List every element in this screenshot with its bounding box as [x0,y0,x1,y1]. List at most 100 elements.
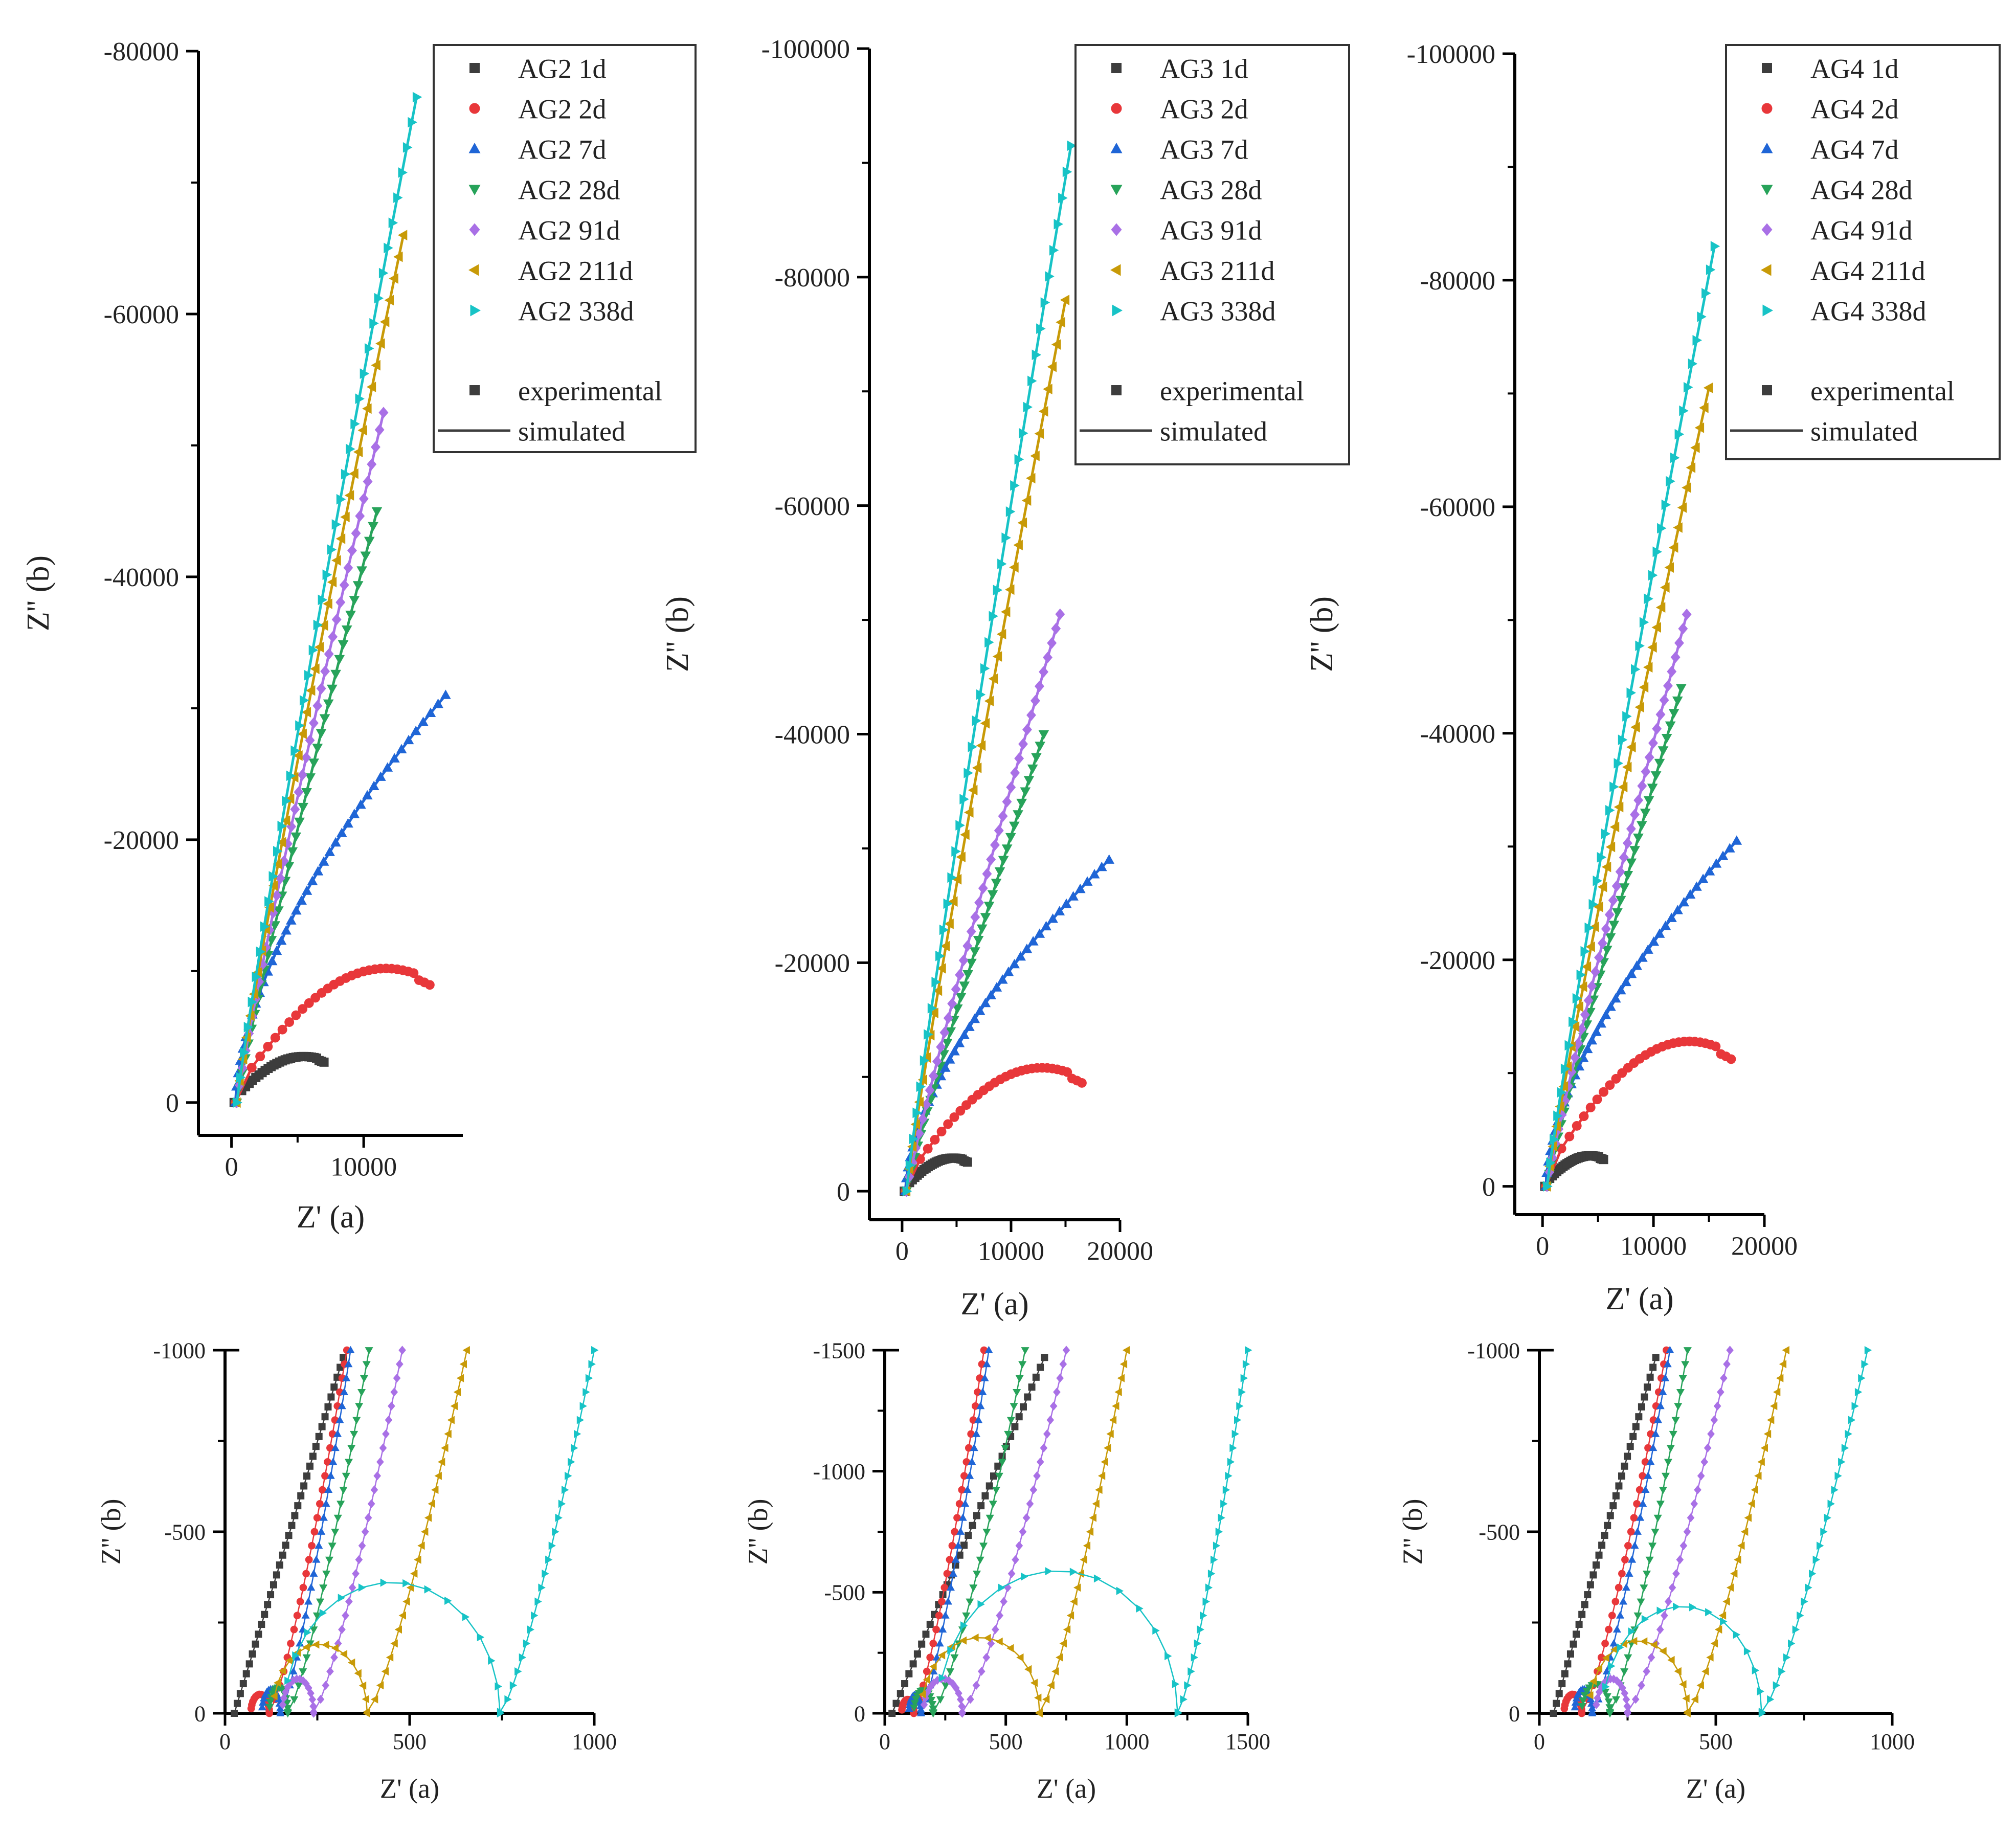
legend-label: AG3 2d [1160,94,1248,124]
data-point [1651,1429,1660,1437]
series-ag2-91d [279,1346,406,1718]
data-point [1051,1667,1059,1676]
data-point [1089,1513,1096,1522]
data-point [287,847,298,857]
data-point [1172,1680,1180,1688]
data-point [1649,1363,1657,1371]
data-point [408,117,417,128]
data-point [312,1612,321,1620]
y-tick-label: -40000 [104,563,179,592]
data-point [1622,837,1632,849]
data-point [1586,1695,1595,1703]
data-point [360,1375,368,1382]
data-point [1047,361,1057,372]
data-point [1704,1443,1712,1452]
data-point [947,1646,955,1654]
data-point [1711,858,1722,868]
data-point [256,946,266,957]
data-point [1757,1687,1764,1696]
data-point [1674,1667,1682,1675]
data-point [294,817,305,827]
data-point [982,1529,991,1536]
data-point [1601,923,1611,935]
data-point [995,1637,1003,1646]
data-point [1646,1373,1654,1381]
data-point [1674,637,1684,649]
data-point [976,740,986,751]
legend-marker [1110,264,1121,276]
data-point [1595,1664,1603,1673]
data-point [1593,1700,1600,1709]
data-point [362,790,373,800]
data-point [1043,1429,1051,1439]
data-point [562,1486,569,1494]
data-point [1672,1569,1680,1578]
data-point [276,1704,284,1712]
data-point [389,753,400,763]
data-point [343,562,353,574]
data-point [363,476,373,487]
data-point [1609,1502,1617,1510]
data-point [1609,821,1620,833]
data-point [1594,952,1604,964]
series-ag2-1d [229,1052,329,1107]
data-point [284,1682,292,1692]
data-point [298,1004,308,1014]
data-point [1630,1514,1638,1522]
data-point [985,990,997,999]
data-point [1593,875,1602,886]
data-point [951,1555,960,1563]
data-point [1620,1640,1627,1648]
data-point [545,1555,553,1564]
data-point [966,1598,974,1606]
data-point [1012,1555,1019,1564]
data-point [951,983,961,995]
data-point [296,1598,304,1605]
data-point [1034,928,1045,938]
chart-AG4_zoom: 0 500 1000 0 -500 -1000 Z' (a) Z'' (b) [1397,1338,1915,1804]
data-point [402,1597,410,1606]
data-point [1668,709,1679,719]
data-point [992,1625,999,1634]
data-point [341,625,352,635]
data-point [1779,1360,1787,1369]
data-point [357,1389,366,1397]
legend-marker [469,223,480,236]
data-point [261,942,271,953]
data-point [1037,1363,1044,1371]
data-point [1626,968,1637,978]
data-point [1724,843,1735,853]
data-point [1622,1583,1630,1591]
data-point [1068,891,1079,901]
data-point [371,507,383,517]
data-point [1767,1695,1775,1704]
data-point [1612,1625,1621,1633]
data-point [352,581,364,591]
series-ag3-7d [905,1346,993,1716]
data-point [312,866,324,876]
legend-label: AG3 7d [1160,134,1248,165]
data-point [1605,1704,1614,1712]
data-point [1633,1527,1642,1535]
plot-area [900,140,1114,1197]
data-point [1685,889,1696,899]
data-point [1019,1403,1027,1411]
data-point [1730,1569,1738,1578]
data-point [1013,1389,1021,1397]
data-point [1659,1647,1667,1656]
data-point [325,1556,333,1564]
data-point [1679,1680,1687,1689]
data-point [1606,1512,1614,1519]
data-point [1580,1009,1590,1021]
data-point [929,1705,937,1713]
series-ag4-338d [1602,1346,1872,1718]
data-point [1636,1513,1645,1521]
data-point [1697,874,1709,883]
data-point [910,1704,919,1712]
data-point [1614,758,1623,769]
data-point [1643,1571,1651,1578]
plot-area [1550,1346,1872,1718]
data-point [1645,1556,1654,1564]
data-point [366,382,376,392]
y-axis-label: Z'' (b) [1305,596,1339,672]
